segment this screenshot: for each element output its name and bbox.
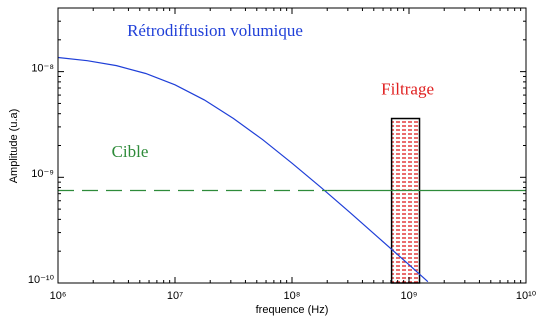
annotation: Rétrodiffusion volumique bbox=[127, 21, 303, 40]
y-axis-label: Amplitude (u.a) bbox=[8, 109, 20, 184]
x-tick-label: 10⁸ bbox=[284, 290, 301, 302]
x-tick-label: 10⁹ bbox=[401, 290, 418, 302]
line bbox=[57, 56, 429, 283]
x-tick-label: 10¹⁰ bbox=[516, 290, 537, 302]
y-tick-label: 10⁻⁸ bbox=[31, 63, 54, 75]
y-tick-label: 10⁻¹⁰ bbox=[28, 274, 55, 286]
x-tick-label: 10⁶ bbox=[50, 290, 67, 302]
y-tick-label: 10⁻⁹ bbox=[31, 168, 54, 180]
x-axis-label: frequence (Hz) bbox=[256, 304, 329, 316]
filter-band bbox=[390, 117, 421, 284]
annotation: Filtrage bbox=[381, 79, 434, 98]
annotation: Cible bbox=[112, 142, 149, 161]
x-tick-label: 10⁷ bbox=[167, 290, 183, 302]
